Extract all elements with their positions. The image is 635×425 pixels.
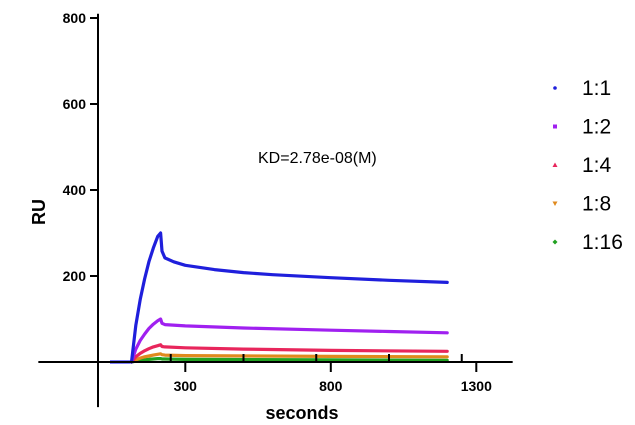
x-axis-title: seconds bbox=[265, 403, 338, 423]
legend-marker bbox=[553, 124, 557, 129]
x-tick-label: 1300 bbox=[461, 378, 492, 394]
series-trace bbox=[129, 343, 449, 364]
y-axis-title: RU bbox=[29, 199, 49, 225]
x-tick-label: 800 bbox=[319, 378, 343, 394]
y-tick-label: 400 bbox=[63, 182, 87, 198]
legend-marker bbox=[552, 201, 558, 206]
legend-label: 1:8 bbox=[582, 193, 611, 216]
series-trace bbox=[129, 352, 449, 364]
y-tick-label: 600 bbox=[63, 96, 87, 112]
legend-label: 1:1 bbox=[582, 77, 611, 100]
x-tick-label: 300 bbox=[174, 378, 198, 394]
legend: 1:1 1:2 1:4 1:8 1:16 bbox=[552, 77, 623, 254]
legend-marker bbox=[553, 86, 557, 90]
y-tick-label: 200 bbox=[63, 268, 87, 284]
kd-annotation: KD=2.78e-08(M) bbox=[258, 150, 377, 167]
series-trace bbox=[129, 231, 449, 364]
y-tick-label: 800 bbox=[63, 10, 87, 26]
legend-label: 1:4 bbox=[582, 154, 612, 177]
legend-marker bbox=[552, 239, 558, 245]
series-trace bbox=[129, 357, 449, 364]
legend-marker bbox=[552, 162, 558, 167]
plot-area bbox=[110, 231, 449, 364]
axes: 200 400 600 800 300 800 1300 bbox=[38, 10, 513, 408]
legend-label: 1:2 bbox=[582, 116, 611, 139]
series-trace bbox=[129, 317, 449, 364]
legend-label: 1:16 bbox=[582, 231, 623, 254]
